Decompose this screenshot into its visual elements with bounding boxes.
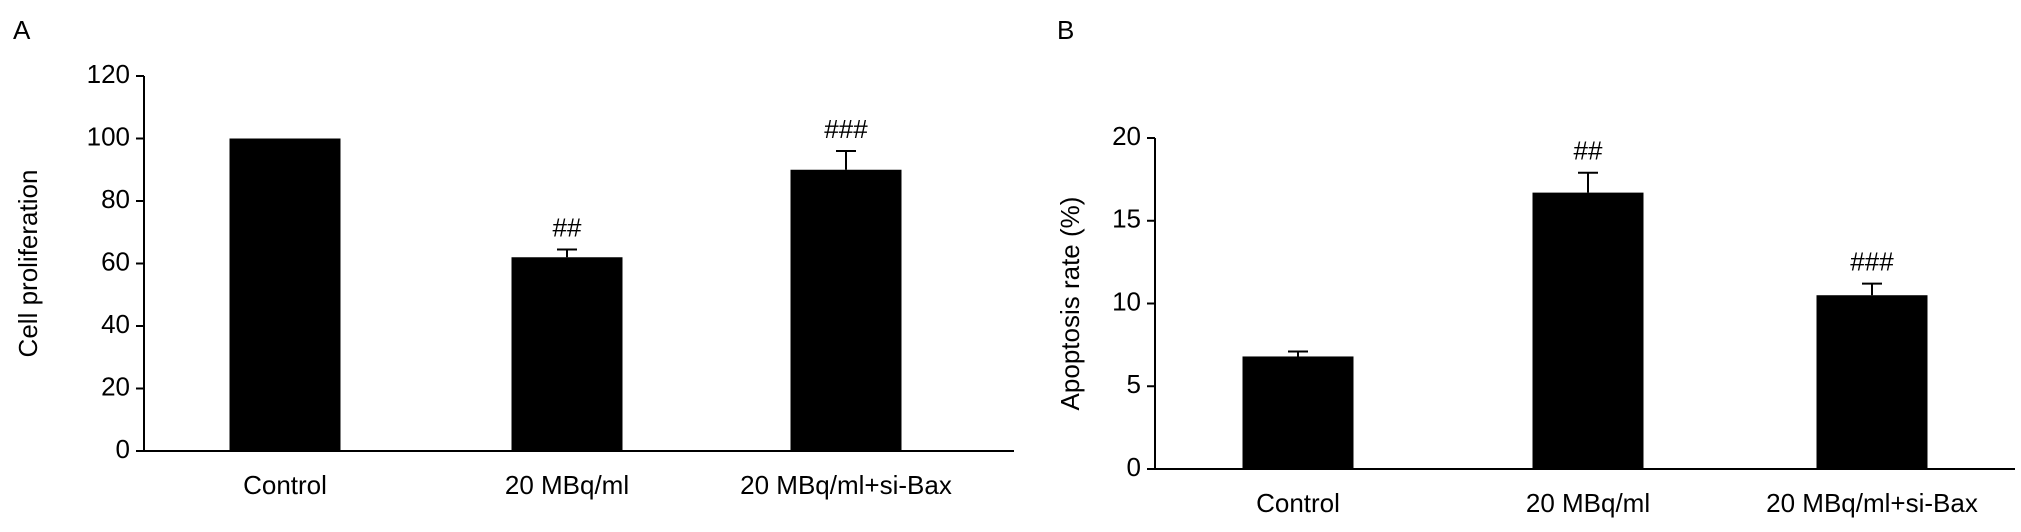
y-tick-label: 0	[1127, 452, 1141, 482]
y-tick-label: 120	[87, 59, 130, 89]
bar	[511, 257, 623, 451]
x-tick-label: Control	[1256, 488, 1340, 518]
y-tick-label: 0	[116, 434, 130, 464]
x-tick-label: 20 MBq/ml+si-Bax	[1766, 488, 1978, 518]
panel-label: A	[13, 15, 31, 45]
x-tick-label: 20 MBq/ml	[1526, 488, 1650, 518]
y-tick-label: 60	[101, 246, 130, 276]
bar	[1816, 295, 1928, 469]
y-axis-title: Apoptosis rate (%)	[1055, 197, 1085, 411]
significance-label: ###	[1850, 247, 1894, 277]
bar	[1242, 356, 1354, 469]
y-tick-label: 10	[1112, 286, 1141, 316]
y-tick-label: 15	[1112, 204, 1141, 234]
x-tick-label: Control	[243, 470, 327, 500]
y-tick-label: 5	[1127, 369, 1141, 399]
y-tick-label: 80	[101, 184, 130, 214]
error-bar	[836, 150, 856, 170]
y-tick-label: 20	[101, 371, 130, 401]
significance-label: ###	[824, 114, 868, 144]
x-tick-label: 20 MBq/ml+si-Bax	[740, 470, 952, 500]
y-axis-title: Cell proliferation	[13, 170, 43, 358]
panel-label: B	[1057, 15, 1074, 45]
error-bar	[1862, 282, 1882, 296]
bar	[229, 138, 341, 451]
significance-label: ##	[1574, 136, 1603, 166]
bar	[1532, 192, 1644, 470]
x-tick-label: 20 MBq/ml	[505, 470, 629, 500]
error-bar	[557, 248, 577, 258]
bar	[790, 169, 902, 451]
significance-label: ##	[553, 212, 582, 242]
y-tick-label: 20	[1112, 121, 1141, 151]
y-tick-label: 100	[87, 121, 130, 151]
error-bar	[1288, 350, 1308, 357]
error-bar	[1578, 171, 1598, 193]
y-tick-label: 40	[101, 309, 130, 339]
